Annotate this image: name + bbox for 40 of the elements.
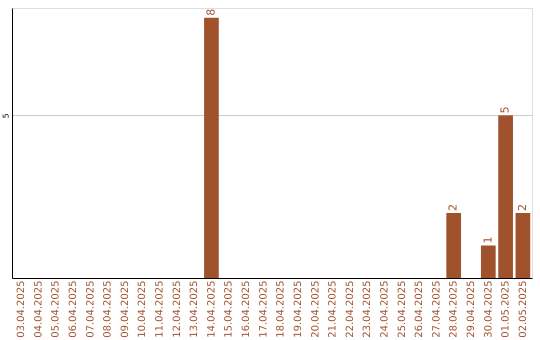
x-tick-label: 04.04.2025: [33, 280, 44, 338]
x-tick-label: 15.04.2025: [224, 280, 235, 338]
x-tick-label: 28.04.2025: [448, 280, 460, 338]
data-label: 8: [204, 8, 218, 16]
x-tick-label: 25.04.2025: [396, 280, 408, 338]
bar: [204, 18, 219, 278]
x-tick-label: 02.05.2025: [518, 280, 529, 338]
data-label: 2: [446, 204, 460, 211]
x-tick-label: 17.04.2025: [258, 280, 270, 338]
data-label: 1: [481, 236, 494, 244]
x-tick-label: 10.04.2025: [137, 280, 148, 338]
data-label: 5: [498, 106, 512, 114]
x-tick-label: 08.04.2025: [102, 280, 114, 338]
x-tick-label: 19.04.2025: [292, 280, 304, 338]
x-tick-label: 13.04.2025: [189, 280, 200, 338]
x-tick-label: 20.04.2025: [310, 280, 322, 338]
x-tick-label: 27.04.2025: [431, 280, 442, 338]
x-tick-label: 14.04.2025: [206, 280, 218, 338]
x-tick-label: 07.04.2025: [85, 280, 96, 338]
x-tick-label: 09.04.2025: [120, 280, 131, 338]
x-tick-label: 12.04.2025: [172, 280, 183, 338]
x-tick-label: 22.04.2025: [344, 280, 356, 338]
x-tick-label: 18.04.2025: [276, 280, 287, 338]
x-tick-label: 01.05.2025: [500, 280, 512, 338]
x-tick-label: 03.04.2025: [16, 280, 28, 338]
x-tick-label: 23.04.2025: [362, 280, 374, 338]
x-tick-label: 16.04.2025: [241, 280, 252, 338]
x-tick-label: 26.04.2025: [414, 280, 426, 338]
x-tick-label: 29.04.2025: [466, 280, 477, 338]
bar: [516, 212, 530, 278]
x-tick-label: 24.04.2025: [379, 280, 390, 338]
x-tick-label: 21.04.2025: [328, 280, 339, 338]
x-tick-label: 30.04.2025: [483, 280, 494, 338]
bar: [480, 245, 496, 278]
x-tick-label: 11.04.2025: [154, 280, 166, 338]
bar: [498, 115, 513, 278]
bar: [446, 212, 462, 278]
data-label: 2: [516, 204, 529, 211]
x-tick-label: 05.04.2025: [50, 280, 62, 338]
x-tick-label: 06.04.2025: [68, 280, 79, 338]
